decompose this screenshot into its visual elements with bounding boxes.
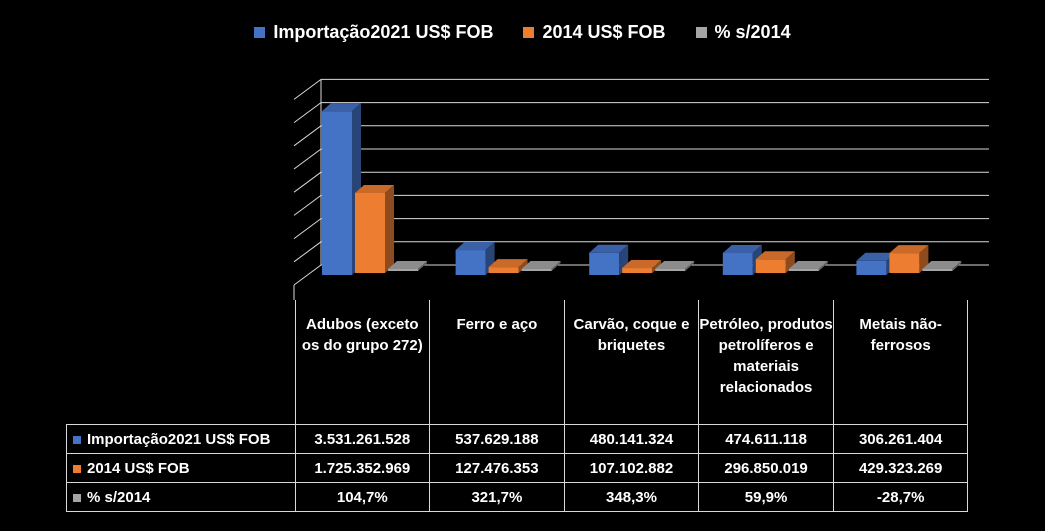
- bar: [622, 268, 653, 273]
- bar-top: [922, 261, 962, 269]
- bar-side: [418, 261, 427, 271]
- series-name: Importação2021 US$ FOB: [87, 430, 271, 448]
- bar: [455, 250, 486, 275]
- bar-side: [818, 261, 828, 271]
- side-wall-gridline: [293, 78, 322, 100]
- side-wall-gridline: [293, 102, 322, 124]
- legend-item: 2014 US$ FOB: [523, 21, 666, 43]
- data-label: 306.261.404: [832, 424, 969, 454]
- category-label: Carvão, coque e briquetes: [563, 300, 700, 425]
- bar: [521, 269, 552, 271]
- side-wall-gridline: [293, 264, 322, 286]
- bar: [722, 252, 753, 275]
- bar-top: [322, 103, 361, 112]
- bar-top: [355, 184, 394, 193]
- category-label: Petróleo, produtos petrolíferos e materi…: [698, 300, 834, 425]
- bar-top: [521, 261, 561, 269]
- legend-item: Importação2021 US$ FOB: [254, 22, 493, 43]
- data-label: 296.850.019: [698, 453, 834, 483]
- series-name-cell: 2014 US$ FOB: [66, 453, 296, 483]
- data-label: 480.141.324: [563, 424, 700, 454]
- bar-side: [385, 184, 394, 273]
- bar-top: [622, 260, 662, 269]
- bar: [889, 253, 920, 273]
- legend-swatch: [254, 26, 266, 38]
- chart-legend: Importação2021 US$ FOB 2014 US$ FOB % s/20…: [0, 18, 1045, 46]
- table-row: Importação2021 US$ FOB 3.531.261.528 537.6…: [66, 424, 969, 454]
- data-label: 429.323.269: [832, 453, 969, 483]
- bar-top: [722, 244, 762, 253]
- category-label: Adubos (exceto os do grupo 272): [294, 300, 431, 425]
- legend-key: [73, 435, 81, 444]
- data-label: 537.629.188: [429, 424, 565, 454]
- series-name-cell: % s/2014: [66, 482, 296, 512]
- data-label: 348,3%: [563, 482, 700, 512]
- data-label: 104,7%: [294, 482, 431, 512]
- data-label: -28,7%: [832, 482, 969, 512]
- bar: [388, 269, 418, 271]
- bar: [655, 269, 686, 271]
- bar: [922, 269, 953, 271]
- bar-top: [455, 242, 495, 251]
- data-label: 127.476.353: [429, 453, 565, 483]
- bar-side: [652, 260, 662, 273]
- data-label: 107.102.882: [563, 453, 700, 483]
- bar-top: [488, 259, 528, 268]
- side-wall-gridline: [293, 125, 322, 147]
- bar: [755, 259, 786, 273]
- bar: [488, 267, 519, 273]
- category-label: Metais não-ferrosos: [832, 300, 969, 425]
- bar-top: [856, 252, 896, 261]
- series-name-cell: Importação2021 US$ FOB: [66, 424, 296, 454]
- bar-chart-plot: [293, 78, 989, 300]
- bar-top: [755, 251, 795, 260]
- side-wall-gridline: [293, 171, 322, 193]
- legend-key: [73, 493, 81, 502]
- data-label: 59,9%: [698, 482, 834, 512]
- bar-side: [551, 261, 561, 271]
- category-label: Ferro e aço: [429, 300, 565, 425]
- side-wall-gridline: [293, 241, 322, 263]
- bar-side: [518, 259, 528, 273]
- series-name: % s/2014: [87, 488, 151, 506]
- bar-top: [889, 245, 929, 254]
- bar: [856, 260, 887, 275]
- bar-side: [785, 251, 795, 273]
- legend-item: % s/2014: [695, 21, 791, 43]
- side-wall-gridline: [293, 218, 322, 240]
- data-label: 474.611.118: [698, 424, 834, 454]
- table-row: % s/2014 104,7% 321,7% 348,3% 59,9% -28,7%: [66, 482, 969, 512]
- bar-side: [685, 261, 695, 271]
- legend-swatch: [523, 26, 535, 38]
- data-label: 1.725.352.969: [294, 453, 431, 483]
- chart-data-table: Adubos (exceto os do grupo 272) Ferro e a…: [66, 300, 969, 512]
- bar: [788, 269, 819, 271]
- legend-label: Importação2021 US$ FOB: [273, 21, 494, 42]
- side-wall-gridline: [293, 148, 322, 170]
- side-wall-gridline: [293, 194, 322, 216]
- series-name: 2014 US$ FOB: [87, 459, 190, 477]
- bar: [589, 252, 620, 275]
- bar-top: [655, 261, 695, 269]
- bar-side: [952, 261, 962, 271]
- legend-swatch: [695, 26, 707, 38]
- legend-key: [73, 464, 81, 473]
- bar-top: [788, 261, 828, 269]
- bar-top: [388, 261, 427, 269]
- table-row: 2014 US$ FOB 1.725.352.969 127.476.353 107.…: [66, 453, 969, 483]
- legend-label: % s/2014: [714, 21, 791, 42]
- table-header-row: Adubos (exceto os do grupo 272) Ferro e a…: [66, 300, 969, 425]
- bar-top: [589, 244, 629, 253]
- data-label: 3.531.261.528: [294, 424, 431, 454]
- bar: [322, 111, 352, 275]
- data-label: 321,7%: [429, 482, 565, 512]
- bar: [355, 192, 385, 273]
- table-corner: [66, 300, 296, 425]
- legend-label: 2014 US$ FOB: [542, 21, 666, 42]
